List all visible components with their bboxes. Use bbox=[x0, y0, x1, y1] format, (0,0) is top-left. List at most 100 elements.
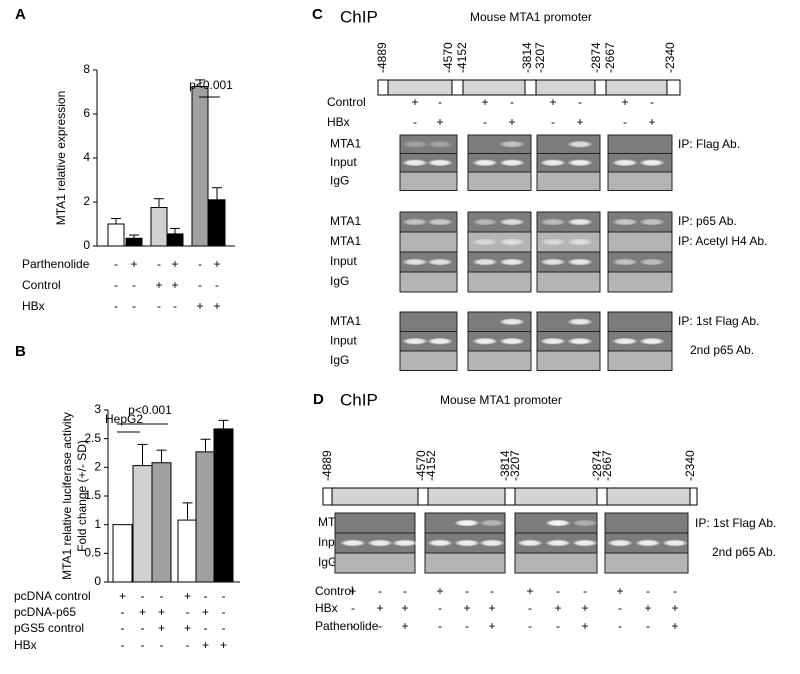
bar bbox=[151, 462, 172, 583]
gel-band bbox=[612, 218, 638, 226]
promoter-segment bbox=[417, 487, 429, 506]
promoter-segment bbox=[535, 79, 596, 96]
y-tick-label: 0.5 bbox=[84, 546, 101, 560]
ip-note: IP: Acetyl H4 Ab. bbox=[678, 234, 767, 248]
gel-lane-area bbox=[607, 311, 673, 332]
condition-mark: - bbox=[438, 95, 442, 109]
condition-mark: - bbox=[157, 257, 161, 271]
condition-mark: - bbox=[132, 278, 136, 292]
gel-band bbox=[427, 159, 453, 167]
promoter-segment bbox=[427, 487, 506, 506]
condition-mark: + bbox=[155, 278, 162, 292]
bar bbox=[208, 199, 226, 247]
condition-mark: - bbox=[160, 589, 164, 603]
condition-mark: + bbox=[581, 619, 588, 633]
gel-band bbox=[472, 238, 498, 246]
gel-lane-area bbox=[607, 171, 673, 191]
position-label: -2667 bbox=[603, 42, 617, 73]
gel-band bbox=[454, 519, 480, 527]
y-tick-label: 2 bbox=[94, 460, 101, 474]
bar bbox=[150, 207, 168, 247]
gel-row-label: MTA1 bbox=[330, 234, 361, 248]
gel-lane-area bbox=[399, 271, 458, 293]
bar bbox=[195, 451, 216, 583]
promoter-segment bbox=[666, 79, 681, 96]
promoter-segment bbox=[322, 487, 333, 506]
y-axis-label: MTA1 relative expression bbox=[54, 91, 68, 226]
condition-mark: - bbox=[650, 95, 654, 109]
condition-label: Pathenolide bbox=[315, 619, 379, 633]
condition-mark: + bbox=[202, 638, 209, 652]
chart-title: HepG2 bbox=[105, 412, 143, 426]
condition-mark: - bbox=[198, 257, 202, 271]
gel-band bbox=[479, 519, 505, 527]
gel-band bbox=[612, 159, 638, 167]
position-label: -4889 bbox=[375, 42, 389, 73]
condition-mark: + bbox=[671, 601, 678, 615]
condition-mark: - bbox=[121, 621, 125, 635]
condition-mark: - bbox=[551, 115, 555, 129]
method-label: ChIP bbox=[340, 7, 378, 26]
gel-band bbox=[545, 519, 571, 527]
gel-band bbox=[499, 258, 525, 266]
gel-band bbox=[607, 539, 633, 547]
gel-band bbox=[540, 159, 566, 167]
position-label: -3814 bbox=[498, 450, 512, 481]
condition-label: HBx bbox=[14, 638, 37, 652]
condition-label: pcDNA control bbox=[14, 589, 91, 603]
gel-band bbox=[612, 337, 638, 345]
condition-mark: + bbox=[213, 257, 220, 271]
condition-mark: - bbox=[157, 299, 161, 313]
gel-band bbox=[567, 337, 593, 345]
condition-label: Control bbox=[22, 278, 61, 292]
condition-mark: + bbox=[184, 621, 191, 635]
gel-band bbox=[545, 539, 571, 547]
condition-mark: - bbox=[623, 115, 627, 129]
promoter-segment bbox=[596, 487, 608, 506]
condition-mark: - bbox=[141, 638, 145, 652]
gel-row-label: MTA1 bbox=[330, 214, 361, 228]
gel-row-label: MTA1 bbox=[330, 136, 361, 150]
condition-mark: - bbox=[141, 621, 145, 635]
gel-band bbox=[402, 140, 428, 148]
gel-band bbox=[472, 258, 498, 266]
position-label: -4889 bbox=[320, 450, 334, 481]
gel-band bbox=[572, 539, 598, 547]
gel-band bbox=[639, 337, 665, 345]
condition-mark: - bbox=[141, 589, 145, 603]
gel-lane-area bbox=[334, 512, 416, 534]
condition-mark: + bbox=[349, 584, 356, 598]
condition-mark: - bbox=[198, 278, 202, 292]
gel-band bbox=[540, 218, 566, 226]
gel-row-label: IgG bbox=[330, 173, 349, 187]
position-label: -3207 bbox=[508, 450, 522, 481]
gel-band bbox=[567, 159, 593, 167]
promoter-segment bbox=[504, 487, 516, 506]
y-tick-label: 0 bbox=[83, 238, 90, 252]
condition-label: HBx bbox=[22, 299, 45, 313]
condition-mark: + bbox=[139, 605, 146, 619]
gel-lane-area bbox=[607, 350, 673, 371]
condition-mark: - bbox=[556, 619, 560, 633]
condition-mark: + bbox=[119, 589, 126, 603]
promoter-segment bbox=[331, 487, 419, 506]
gel-band bbox=[427, 218, 453, 226]
gel-band bbox=[567, 258, 593, 266]
condition-mark: - bbox=[222, 589, 226, 603]
gel-lane-area bbox=[399, 350, 458, 371]
condition-label: HBx bbox=[315, 601, 338, 615]
panel-label: B bbox=[15, 343, 26, 360]
condition-mark: - bbox=[483, 115, 487, 129]
y-tick-label: 1.5 bbox=[84, 488, 101, 502]
promoter-title: Mouse MTA1 promoter bbox=[470, 10, 592, 24]
condition-mark: - bbox=[121, 638, 125, 652]
gel-lane-area bbox=[604, 512, 689, 534]
condition-label: Control bbox=[327, 95, 366, 109]
gel-row-label: Input bbox=[330, 254, 357, 268]
y-axis-label: Fold change (+/- SD) bbox=[75, 440, 89, 552]
bar bbox=[191, 86, 209, 247]
gel-band bbox=[427, 539, 453, 547]
annotation: p<0.001 bbox=[128, 403, 172, 417]
condition-mark: - bbox=[351, 601, 355, 615]
gel-lane-area bbox=[399, 311, 458, 332]
